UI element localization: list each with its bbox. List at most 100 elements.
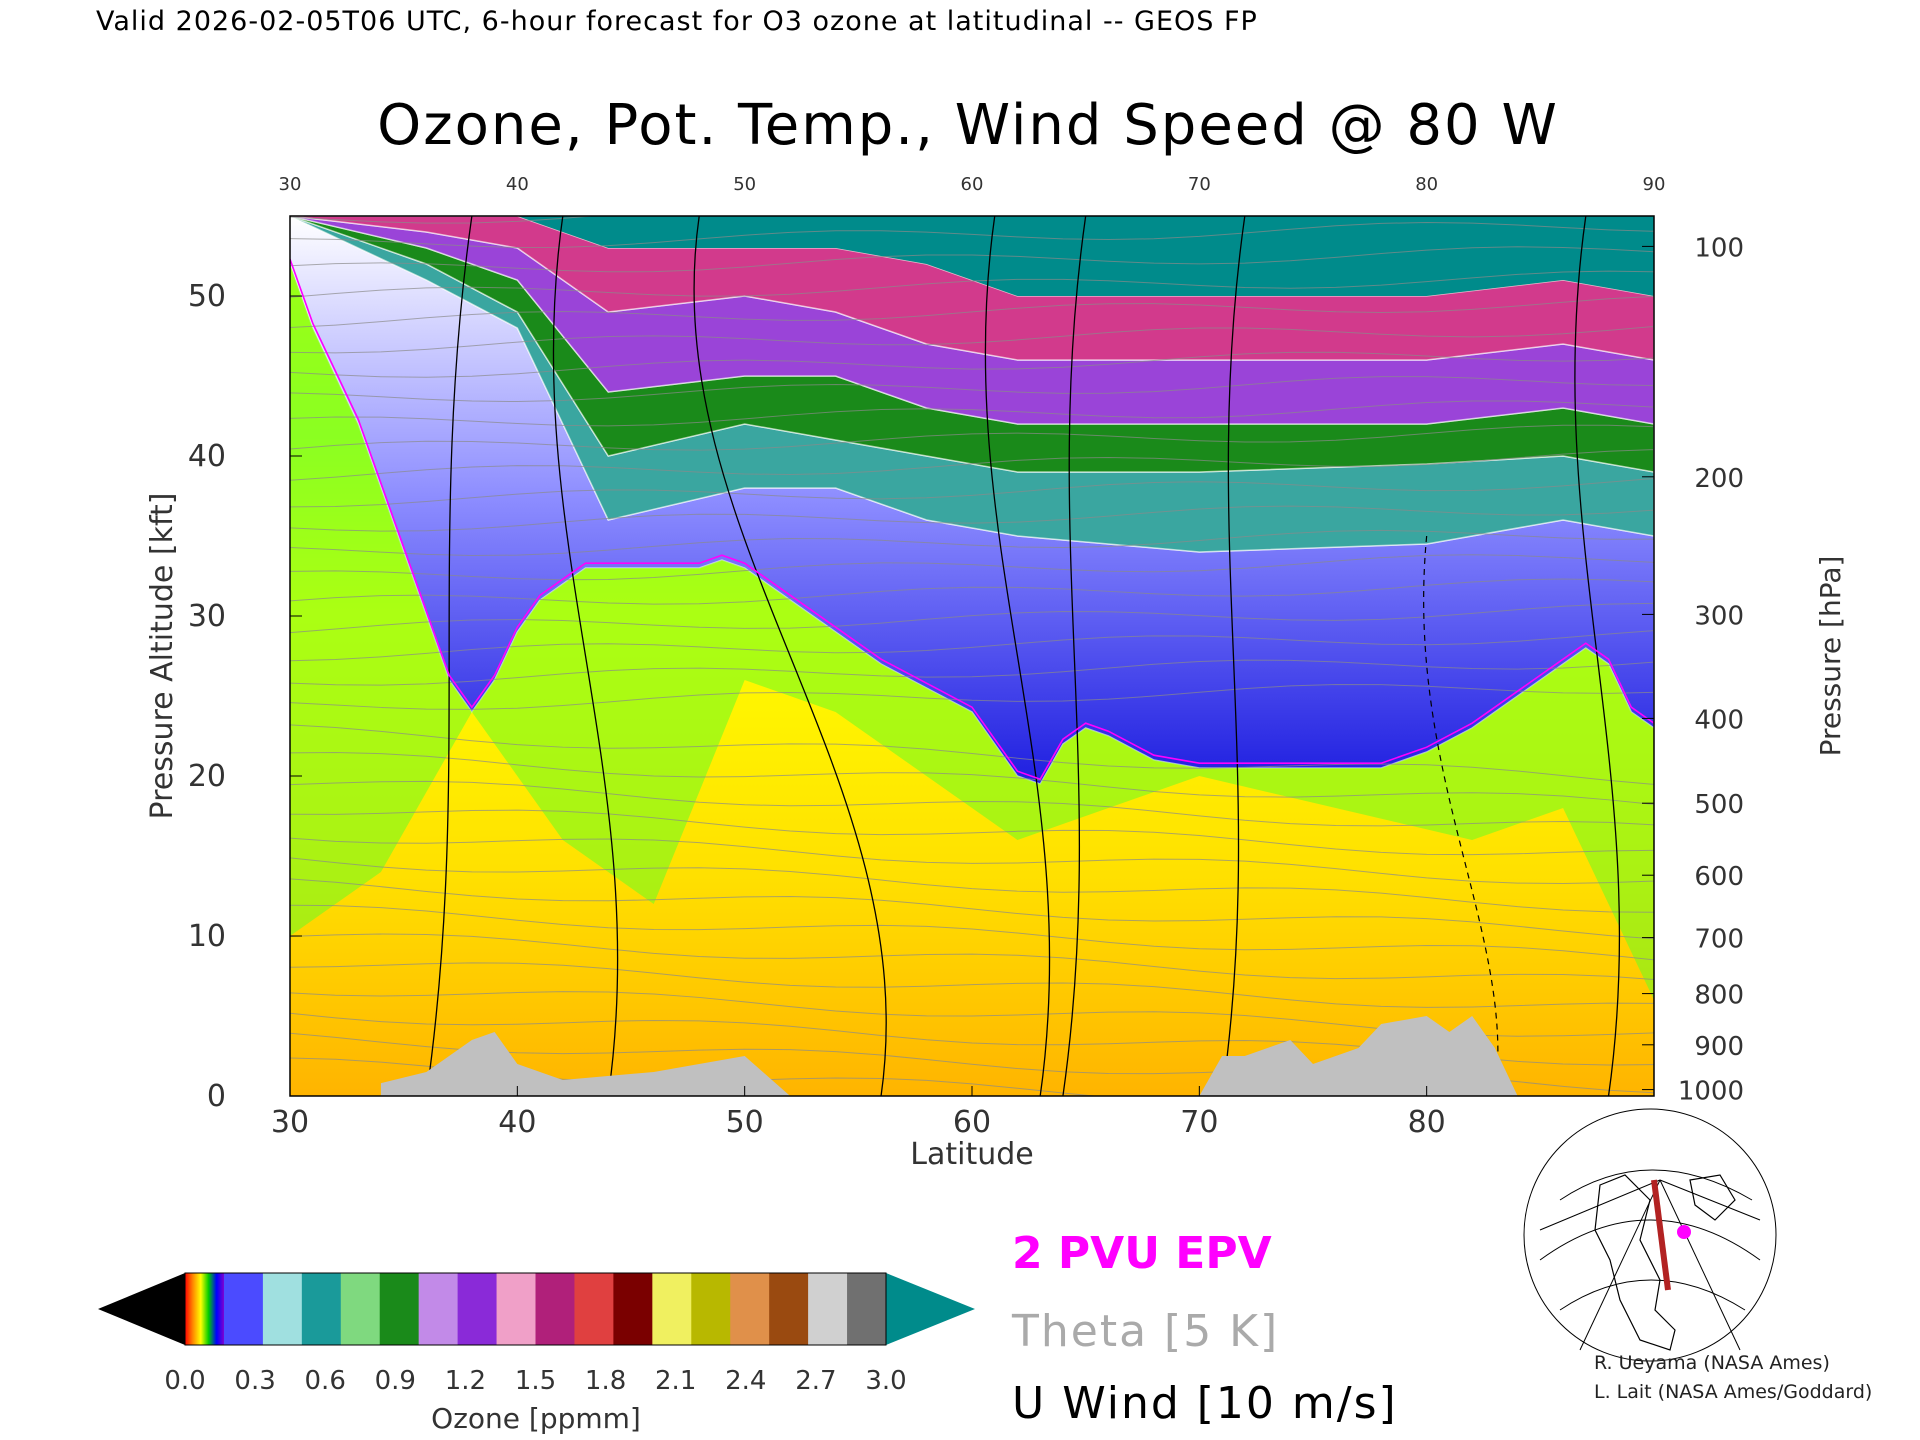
- theta-contour: [290, 878, 1654, 940]
- x-tick-label: 30: [271, 1105, 309, 1140]
- x-top-tick-label: 30: [279, 174, 302, 195]
- x-tick-label: 80: [1408, 1105, 1446, 1140]
- theta-contour: [290, 246, 1654, 273]
- wind-contour: [1221, 216, 1246, 1096]
- colorbar-segment: [691, 1273, 731, 1345]
- credit-line-2: L. Lait (NASA Ames/Goddard): [1594, 1381, 1872, 1403]
- terrain: [380, 1016, 1518, 1096]
- x-top-tick-label: 40: [506, 174, 529, 195]
- colorbar-tick-label: 0.9: [375, 1366, 416, 1396]
- ozone-colorbar: [98, 1272, 975, 1346]
- colorbar-segment: [847, 1273, 887, 1345]
- pressure-tick-label: 300: [1694, 601, 1744, 631]
- theta-contour: [290, 351, 1654, 378]
- theta-contour: [290, 659, 1654, 686]
- wind-contour: [1062, 216, 1087, 1096]
- colorbar-tick-label: 2.1: [655, 1366, 696, 1396]
- y-tick-label: 30: [188, 599, 226, 634]
- y-tick-label: 40: [188, 439, 226, 474]
- theta-contour: [290, 933, 1654, 981]
- theta-contour: [290, 449, 1654, 481]
- colorbar-tick-label: 1.5: [515, 1366, 556, 1396]
- wind-contour: [984, 216, 1051, 1096]
- theta-contour: [290, 400, 1654, 427]
- epv-2pvu-line: [290, 258, 1654, 781]
- colorbar-high-arrow: [886, 1273, 975, 1345]
- pressure-tick-label: 900: [1694, 1032, 1744, 1062]
- theta-contour: [290, 857, 1654, 913]
- colorbar-segment: [730, 1273, 770, 1345]
- theta-contour: [290, 326, 1654, 354]
- theta-contour: [290, 529, 1654, 556]
- colorbar-segment: [457, 1273, 498, 1345]
- colorbar-tick-label: 0.3: [234, 1366, 275, 1396]
- colorbar-segment: [535, 1273, 575, 1345]
- theta-contour: [290, 724, 1654, 785]
- colorbar-segment: [418, 1273, 459, 1345]
- theta-contour: [290, 477, 1654, 508]
- plot-area: [290, 216, 1654, 1096]
- colorbar-frame: [184, 1272, 887, 1346]
- y-tick-label: 50: [188, 279, 226, 314]
- pressure-tick-label: 1000: [1678, 1077, 1744, 1107]
- colorbar-tick-label: 0.0: [164, 1366, 205, 1396]
- colorbar-segment: [574, 1273, 614, 1345]
- colorbar-segment: [223, 1273, 264, 1345]
- y-tick-label: 0: [207, 1079, 226, 1114]
- theta-contour: [290, 752, 1654, 805]
- valid-header: Valid 2026-02-05T06 UTC, 6-hour forecast…: [96, 6, 1258, 37]
- ozone-band-top: [290, 216, 1654, 296]
- y-axis-label-right: Pressure [hPa]: [1814, 556, 1847, 757]
- theta-contour: [290, 554, 1654, 581]
- colorbar-segment: [262, 1273, 303, 1345]
- theta-contour: [290, 505, 1654, 532]
- colorbar-tick-label: 2.4: [725, 1366, 766, 1396]
- wind-contour: [425, 216, 473, 1096]
- colorbar-tick-label: 0.6: [305, 1366, 346, 1396]
- theta-contour: [290, 424, 1654, 451]
- pressure-tick-label: 100: [1694, 233, 1744, 263]
- colorbar-low-arrow: [98, 1273, 185, 1345]
- x-top-tick-label: 90: [1643, 174, 1666, 195]
- x-tick-label: 60: [953, 1105, 991, 1140]
- theta-contour: [290, 216, 598, 224]
- pressure-tick-label: 200: [1694, 464, 1744, 494]
- pressure-tick-label: 600: [1694, 862, 1744, 892]
- pressure-tick-label: 800: [1694, 981, 1744, 1011]
- pressure-tick-label: 400: [1694, 705, 1744, 735]
- colorbar-segment: [185, 1273, 225, 1345]
- colorbar-segment: [652, 1273, 692, 1345]
- y-axis-label-left: Pressure Altitude [kft]: [145, 493, 180, 820]
- theta-contour: [290, 962, 1654, 1008]
- colorbar-segment: [496, 1273, 536, 1345]
- colorbar-tick-label: 1.2: [445, 1366, 486, 1396]
- legend-epv: 2 PVU EPV: [1012, 1228, 1272, 1279]
- theta-contour: [290, 630, 1654, 662]
- theta-contour: [290, 837, 1654, 884]
- theta-contour: [290, 221, 1654, 248]
- wind-contour: [1574, 216, 1621, 1096]
- theta-contour: [290, 295, 1654, 329]
- colorbar-segment: [340, 1273, 381, 1345]
- colorbar-tick-label: 1.8: [585, 1366, 626, 1396]
- wind-contour-negative: [1423, 535, 1499, 1096]
- x-top-tick-label: 70: [1188, 174, 1211, 195]
- x-tick-label: 50: [726, 1105, 764, 1140]
- x-axis-label: Latitude: [910, 1137, 1033, 1172]
- colorbar-tick-label: 2.7: [795, 1366, 836, 1396]
- y-tick-label: 10: [188, 919, 226, 954]
- theta-contour: [290, 602, 1654, 634]
- colorbar-segment: [613, 1273, 653, 1345]
- x-top-tick-label: 60: [961, 174, 984, 195]
- x-tick-label: 40: [498, 1105, 536, 1140]
- colorbar-segment: [808, 1273, 848, 1345]
- colorbar-tick-label: 3.0: [865, 1366, 906, 1396]
- theta-contour: [290, 270, 1654, 298]
- colorbar-segment: [769, 1273, 809, 1345]
- legend-theta: Theta [5 K]: [1011, 1306, 1279, 1357]
- credit-line-1: R. Ueyama (NASA Ames): [1594, 1352, 1830, 1374]
- colorbar-label: Ozone [ppmm]: [431, 1402, 641, 1435]
- y-tick-label: 20: [188, 759, 226, 794]
- colorbar-segment: [379, 1273, 420, 1345]
